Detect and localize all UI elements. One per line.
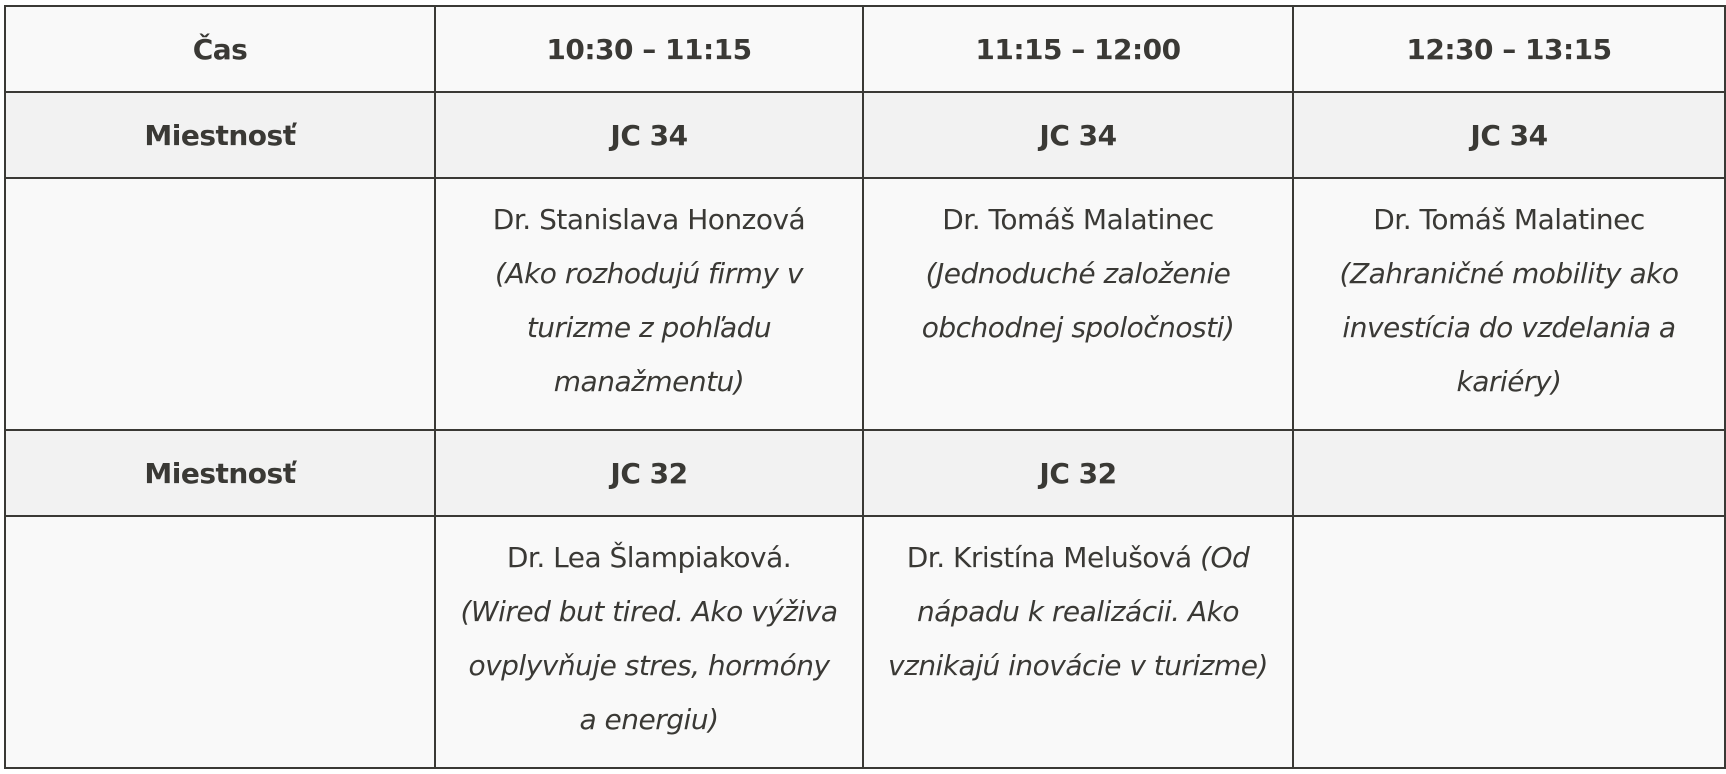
session-title: (Jednoduché založenie obchodnej spoločno… <box>921 257 1235 344</box>
session-cell: Dr. Kristína Melušová (Od nápadu k reali… <box>862 515 1294 769</box>
room-row: Miestnosť JC 34 JC 34 JC 34 <box>4 91 1726 179</box>
session-row: Dr. Stanislava Honzová (Ako rozhodujú fi… <box>4 177 1726 431</box>
session-row: Dr. Lea Šlampiaková. (Wired but tired. A… <box>4 515 1726 769</box>
schedule-table: Čas 10:30 – 11:15 11:15 – 12:00 12:30 – … <box>4 5 1726 769</box>
empty-cell <box>4 515 436 769</box>
session-cell: Dr. Tomáš Malatinec (Zahraničné mobility… <box>1292 177 1726 431</box>
session-title: (Ako rozhodujú firmy v turizme z pohľadu… <box>495 257 803 398</box>
room-row: Miestnosť JC 32 JC 32 <box>4 429 1726 517</box>
session-cell <box>1292 515 1726 769</box>
time-slot: 11:15 – 12:00 <box>862 5 1294 93</box>
session-cell: Dr. Stanislava Honzová (Ako rozhodujú fi… <box>434 177 864 431</box>
time-label: Čas <box>4 5 436 93</box>
time-slot: 10:30 – 11:15 <box>434 5 864 93</box>
time-header-row: Čas 10:30 – 11:15 11:15 – 12:00 12:30 – … <box>4 5 1726 93</box>
room-cell: JC 34 <box>862 91 1294 179</box>
session-title: (Od nápadu k realizácii. Ako vznikajú in… <box>888 541 1268 682</box>
room-label: Miestnosť <box>4 91 436 179</box>
speaker: Dr. Lea Šlampiaková. <box>506 541 792 574</box>
session-title: (Zahraničné mobility ako investícia do v… <box>1339 257 1679 398</box>
room-cell <box>1292 429 1726 517</box>
speaker: Dr. Tomáš Malatinec <box>1373 203 1645 236</box>
room-cell: JC 34 <box>434 91 864 179</box>
room-label: Miestnosť <box>4 429 436 517</box>
time-slot: 12:30 – 13:15 <box>1292 5 1726 93</box>
speaker: Dr. Stanislava Honzová <box>492 203 806 236</box>
session-title: (Wired but tired. Ako výživa ovplyvňuje … <box>460 595 838 736</box>
speaker: Dr. Tomáš Malatinec <box>942 203 1214 236</box>
session-cell: Dr. Tomáš Malatinec (Jednoduché založeni… <box>862 177 1294 431</box>
empty-cell <box>4 177 436 431</box>
room-cell: JC 32 <box>434 429 864 517</box>
speaker: Dr. Kristína Melušová <box>906 541 1192 574</box>
room-cell: JC 32 <box>862 429 1294 517</box>
session-cell: Dr. Lea Šlampiaková. (Wired but tired. A… <box>434 515 864 769</box>
room-cell: JC 34 <box>1292 91 1726 179</box>
